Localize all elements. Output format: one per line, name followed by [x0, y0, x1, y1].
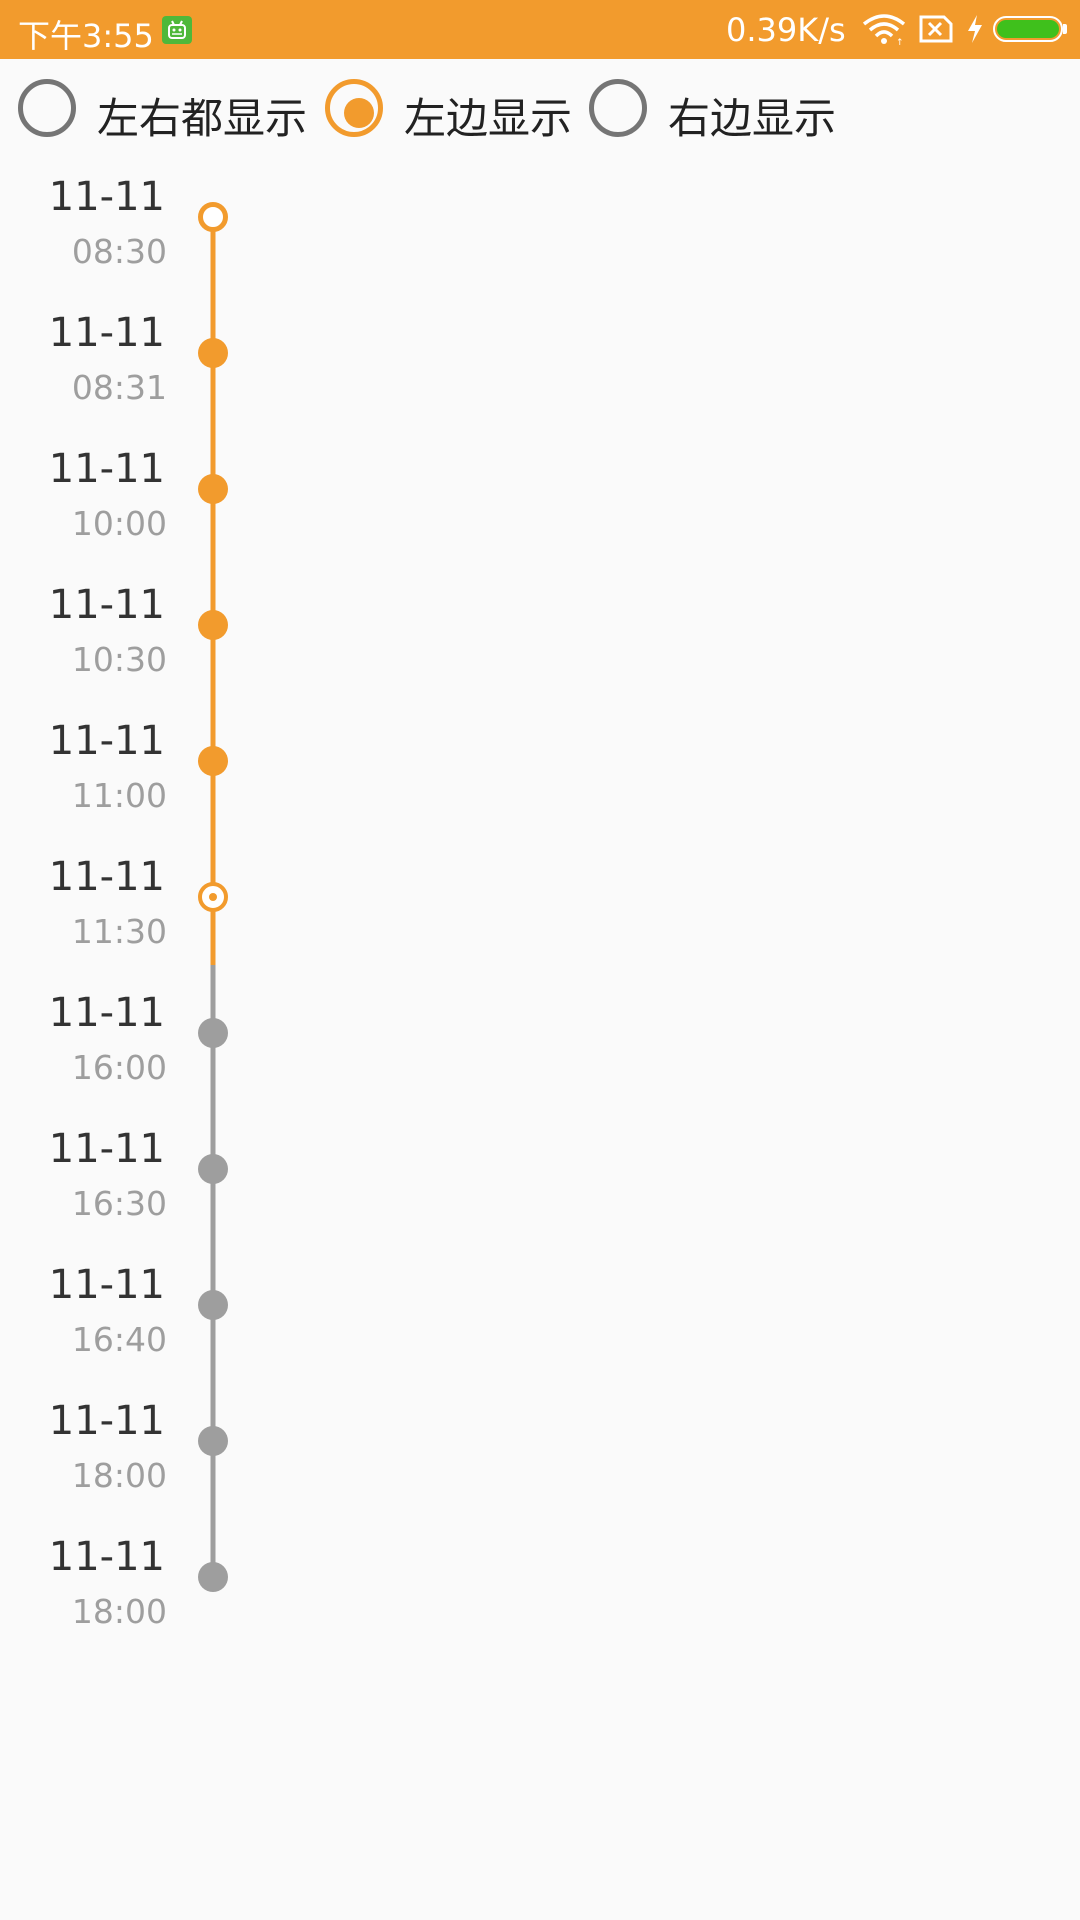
- status-bar: 下午3:55 0.39K/s ↑: [0, 0, 1080, 59]
- timeline-time: 08:30: [71, 232, 167, 271]
- radio-button-icon: [589, 79, 647, 137]
- timeline-item[interactable]: 11-11 10:30: [0, 568, 400, 704]
- android-notification-icon: [162, 16, 192, 44]
- timeline-date: 11-11: [48, 990, 165, 1036]
- timeline-done-node-icon: [198, 474, 228, 504]
- battery-tip: [1063, 24, 1067, 34]
- display-mode-radio-group: 左右都显示 左边显示 右边显示: [0, 59, 1080, 159]
- timeline-time: 11:00: [71, 776, 167, 815]
- timeline-pending-node-icon: [198, 1290, 228, 1320]
- timeline-item[interactable]: 11-11 08:31: [0, 296, 400, 432]
- svg-text:↑: ↑: [896, 38, 904, 46]
- timeline-item[interactable]: 11-11 18:00: [0, 1384, 400, 1520]
- no-sim-icon: [918, 14, 954, 52]
- timeline-date: 11-11: [48, 310, 165, 356]
- timeline-done-node-icon: [198, 610, 228, 640]
- timeline-pending-node-icon: [198, 1426, 228, 1456]
- timeline-time: 10:00: [71, 504, 167, 543]
- timeline-pending-node-icon: [198, 1154, 228, 1184]
- timeline-date: 11-11: [48, 174, 165, 220]
- timeline-pending-node-icon: [198, 1018, 228, 1048]
- radio-button-icon: [18, 79, 76, 137]
- charging-icon: [966, 14, 984, 52]
- timeline-date: 11-11: [48, 854, 165, 900]
- timeline-date: 11-11: [48, 446, 165, 492]
- timeline-time: 18:00: [71, 1456, 167, 1495]
- wifi-icon: ↑: [862, 14, 906, 54]
- radio-both-sides[interactable]: 左右都显示: [18, 79, 308, 143]
- timeline-date: 11-11: [48, 1262, 165, 1308]
- timeline-item[interactable]: 11-11 10:00: [0, 432, 400, 568]
- timeline-time: 18:00: [71, 1592, 167, 1631]
- timeline-time: 16:40: [71, 1320, 167, 1359]
- timeline-current-node-icon: [198, 882, 228, 912]
- radio-left-side[interactable]: 左边显示: [325, 79, 575, 143]
- network-speed: 0.39K/s: [726, 11, 846, 49]
- timeline-start-node-icon: [198, 202, 228, 232]
- timeline-time: 16:00: [71, 1048, 167, 1087]
- timeline-pending-node-icon: [198, 1562, 228, 1592]
- radio-label: 右边显示: [668, 94, 837, 143]
- timeline-done-node-icon: [198, 746, 228, 776]
- current-node-dot: [209, 893, 217, 901]
- timeline-item[interactable]: 11-11 08:30: [0, 160, 400, 296]
- timeline-item[interactable]: 11-11 16:30: [0, 1112, 400, 1248]
- timeline-list[interactable]: 11-11 08:30 11-11 08:31 11-11 10:00 11-11 10:30…: [0, 160, 1080, 1660]
- timeline-item[interactable]: 11-11 16:40: [0, 1248, 400, 1384]
- radio-label: 左右都显示: [97, 94, 308, 143]
- timeline-date: 11-11: [48, 1398, 165, 1444]
- timeline-date: 11-11: [48, 1126, 165, 1172]
- timeline-date: 11-11: [48, 718, 165, 764]
- timeline-item[interactable]: 11-11 16:00: [0, 976, 400, 1112]
- timeline-time: 11:30: [71, 912, 167, 951]
- battery-icon: [993, 16, 1063, 42]
- timeline-date: 11-11: [48, 1534, 165, 1580]
- timeline-done-node-icon: [198, 338, 228, 368]
- timeline-time: 08:31: [71, 368, 167, 407]
- radio-selected-dot: [344, 98, 374, 128]
- battery-fill: [997, 20, 1059, 38]
- timeline-time: 16:30: [71, 1184, 167, 1223]
- timeline-item[interactable]: 11-11 18:00: [0, 1520, 400, 1656]
- radio-right-side[interactable]: 右边显示: [589, 79, 839, 143]
- radio-label: 左边显示: [404, 94, 573, 143]
- timeline-date: 11-11: [48, 582, 165, 628]
- radio-button-icon: [325, 79, 383, 137]
- status-time: 下午3:55: [18, 17, 154, 55]
- timeline-item[interactable]: 11-11 11:30: [0, 840, 400, 976]
- timeline-time: 10:30: [71, 640, 167, 679]
- timeline-item[interactable]: 11-11 11:00: [0, 704, 400, 840]
